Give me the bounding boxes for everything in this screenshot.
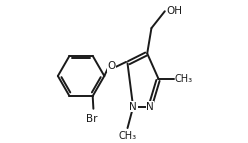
Text: OH: OH xyxy=(166,6,182,16)
Text: CH₃: CH₃ xyxy=(119,131,137,141)
Text: O: O xyxy=(107,61,116,71)
Text: Br: Br xyxy=(86,114,98,124)
Text: N: N xyxy=(146,102,154,112)
Text: N: N xyxy=(129,102,137,112)
Text: CH₃: CH₃ xyxy=(175,74,193,84)
